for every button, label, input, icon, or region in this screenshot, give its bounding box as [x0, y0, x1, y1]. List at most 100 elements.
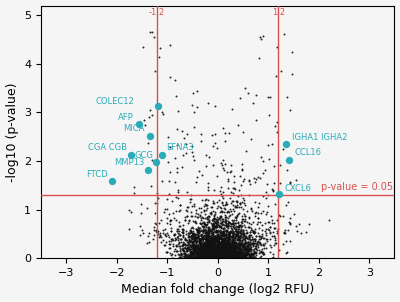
- Point: [260, 236, 266, 240]
- Point: [211, 255, 217, 260]
- Point: [214, 247, 221, 252]
- Point: [227, 252, 233, 257]
- Point: [212, 236, 219, 241]
- Point: [218, 249, 225, 253]
- Point: [169, 241, 176, 246]
- Point: [223, 243, 230, 248]
- Point: [221, 253, 227, 258]
- Point: [240, 252, 246, 257]
- Point: [228, 247, 234, 252]
- Point: [223, 241, 230, 246]
- Point: [214, 199, 220, 204]
- Point: [231, 252, 238, 256]
- Point: [202, 242, 209, 247]
- Point: [210, 226, 216, 231]
- Point: [223, 255, 230, 260]
- Point: [210, 238, 216, 243]
- Point: [224, 236, 231, 241]
- Point: [250, 255, 256, 260]
- Point: [228, 249, 234, 254]
- Point: [212, 236, 218, 240]
- Point: [204, 250, 210, 255]
- Point: [210, 208, 216, 213]
- Point: [196, 249, 202, 253]
- Point: [210, 254, 217, 259]
- Point: [225, 245, 231, 250]
- Point: [201, 203, 207, 208]
- Point: [258, 250, 265, 255]
- Point: [209, 241, 216, 246]
- Point: [225, 216, 232, 220]
- Point: [197, 214, 204, 219]
- Point: [247, 255, 254, 260]
- Point: [214, 243, 220, 248]
- Point: [192, 256, 198, 261]
- Point: [191, 239, 197, 243]
- Point: [220, 233, 226, 238]
- Point: [226, 250, 233, 255]
- Text: FTCD: FTCD: [86, 170, 108, 179]
- Point: [197, 249, 203, 254]
- Point: [233, 249, 239, 253]
- Point: [178, 237, 184, 242]
- Point: [234, 249, 240, 254]
- Point: [200, 237, 206, 242]
- Point: [202, 245, 208, 250]
- Point: [258, 36, 264, 41]
- Point: [226, 250, 233, 255]
- Point: [229, 235, 235, 240]
- Point: [222, 236, 228, 241]
- Point: [195, 237, 202, 242]
- Point: [228, 256, 235, 261]
- Point: [228, 256, 234, 261]
- Point: [218, 200, 225, 204]
- Point: [214, 255, 220, 260]
- Point: [206, 215, 212, 220]
- Point: [166, 245, 172, 250]
- Point: [257, 250, 264, 255]
- Point: [198, 240, 204, 245]
- Point: [222, 236, 228, 241]
- Point: [175, 227, 181, 232]
- Point: [190, 256, 196, 261]
- Point: [213, 249, 219, 254]
- Point: [250, 252, 256, 257]
- Point: [197, 243, 203, 247]
- Point: [173, 209, 179, 214]
- Point: [242, 254, 248, 259]
- Point: [238, 248, 244, 253]
- Point: [203, 249, 209, 254]
- Point: [232, 240, 238, 245]
- Point: [208, 234, 215, 239]
- Point: [199, 256, 205, 261]
- Point: [223, 247, 230, 252]
- Point: [184, 240, 190, 245]
- Point: [206, 228, 212, 233]
- Point: [227, 246, 233, 251]
- Point: [284, 168, 290, 172]
- Point: [260, 251, 267, 255]
- Point: [229, 252, 235, 256]
- Point: [216, 255, 223, 260]
- Point: [200, 252, 207, 257]
- Point: [214, 239, 220, 244]
- Point: [210, 239, 217, 244]
- Point: [229, 249, 235, 254]
- Point: [221, 252, 228, 257]
- Point: [224, 239, 230, 244]
- Point: [150, 237, 156, 242]
- Point: [224, 255, 231, 260]
- Point: [186, 255, 193, 260]
- Point: [213, 247, 220, 252]
- Point: [232, 249, 238, 254]
- Point: [242, 249, 248, 254]
- Point: [207, 255, 213, 260]
- Point: [208, 255, 215, 260]
- Point: [204, 239, 210, 244]
- Point: [152, 228, 159, 233]
- Point: [222, 255, 229, 260]
- Point: [191, 243, 197, 248]
- Point: [207, 251, 213, 255]
- Point: [203, 228, 210, 233]
- Point: [230, 250, 236, 255]
